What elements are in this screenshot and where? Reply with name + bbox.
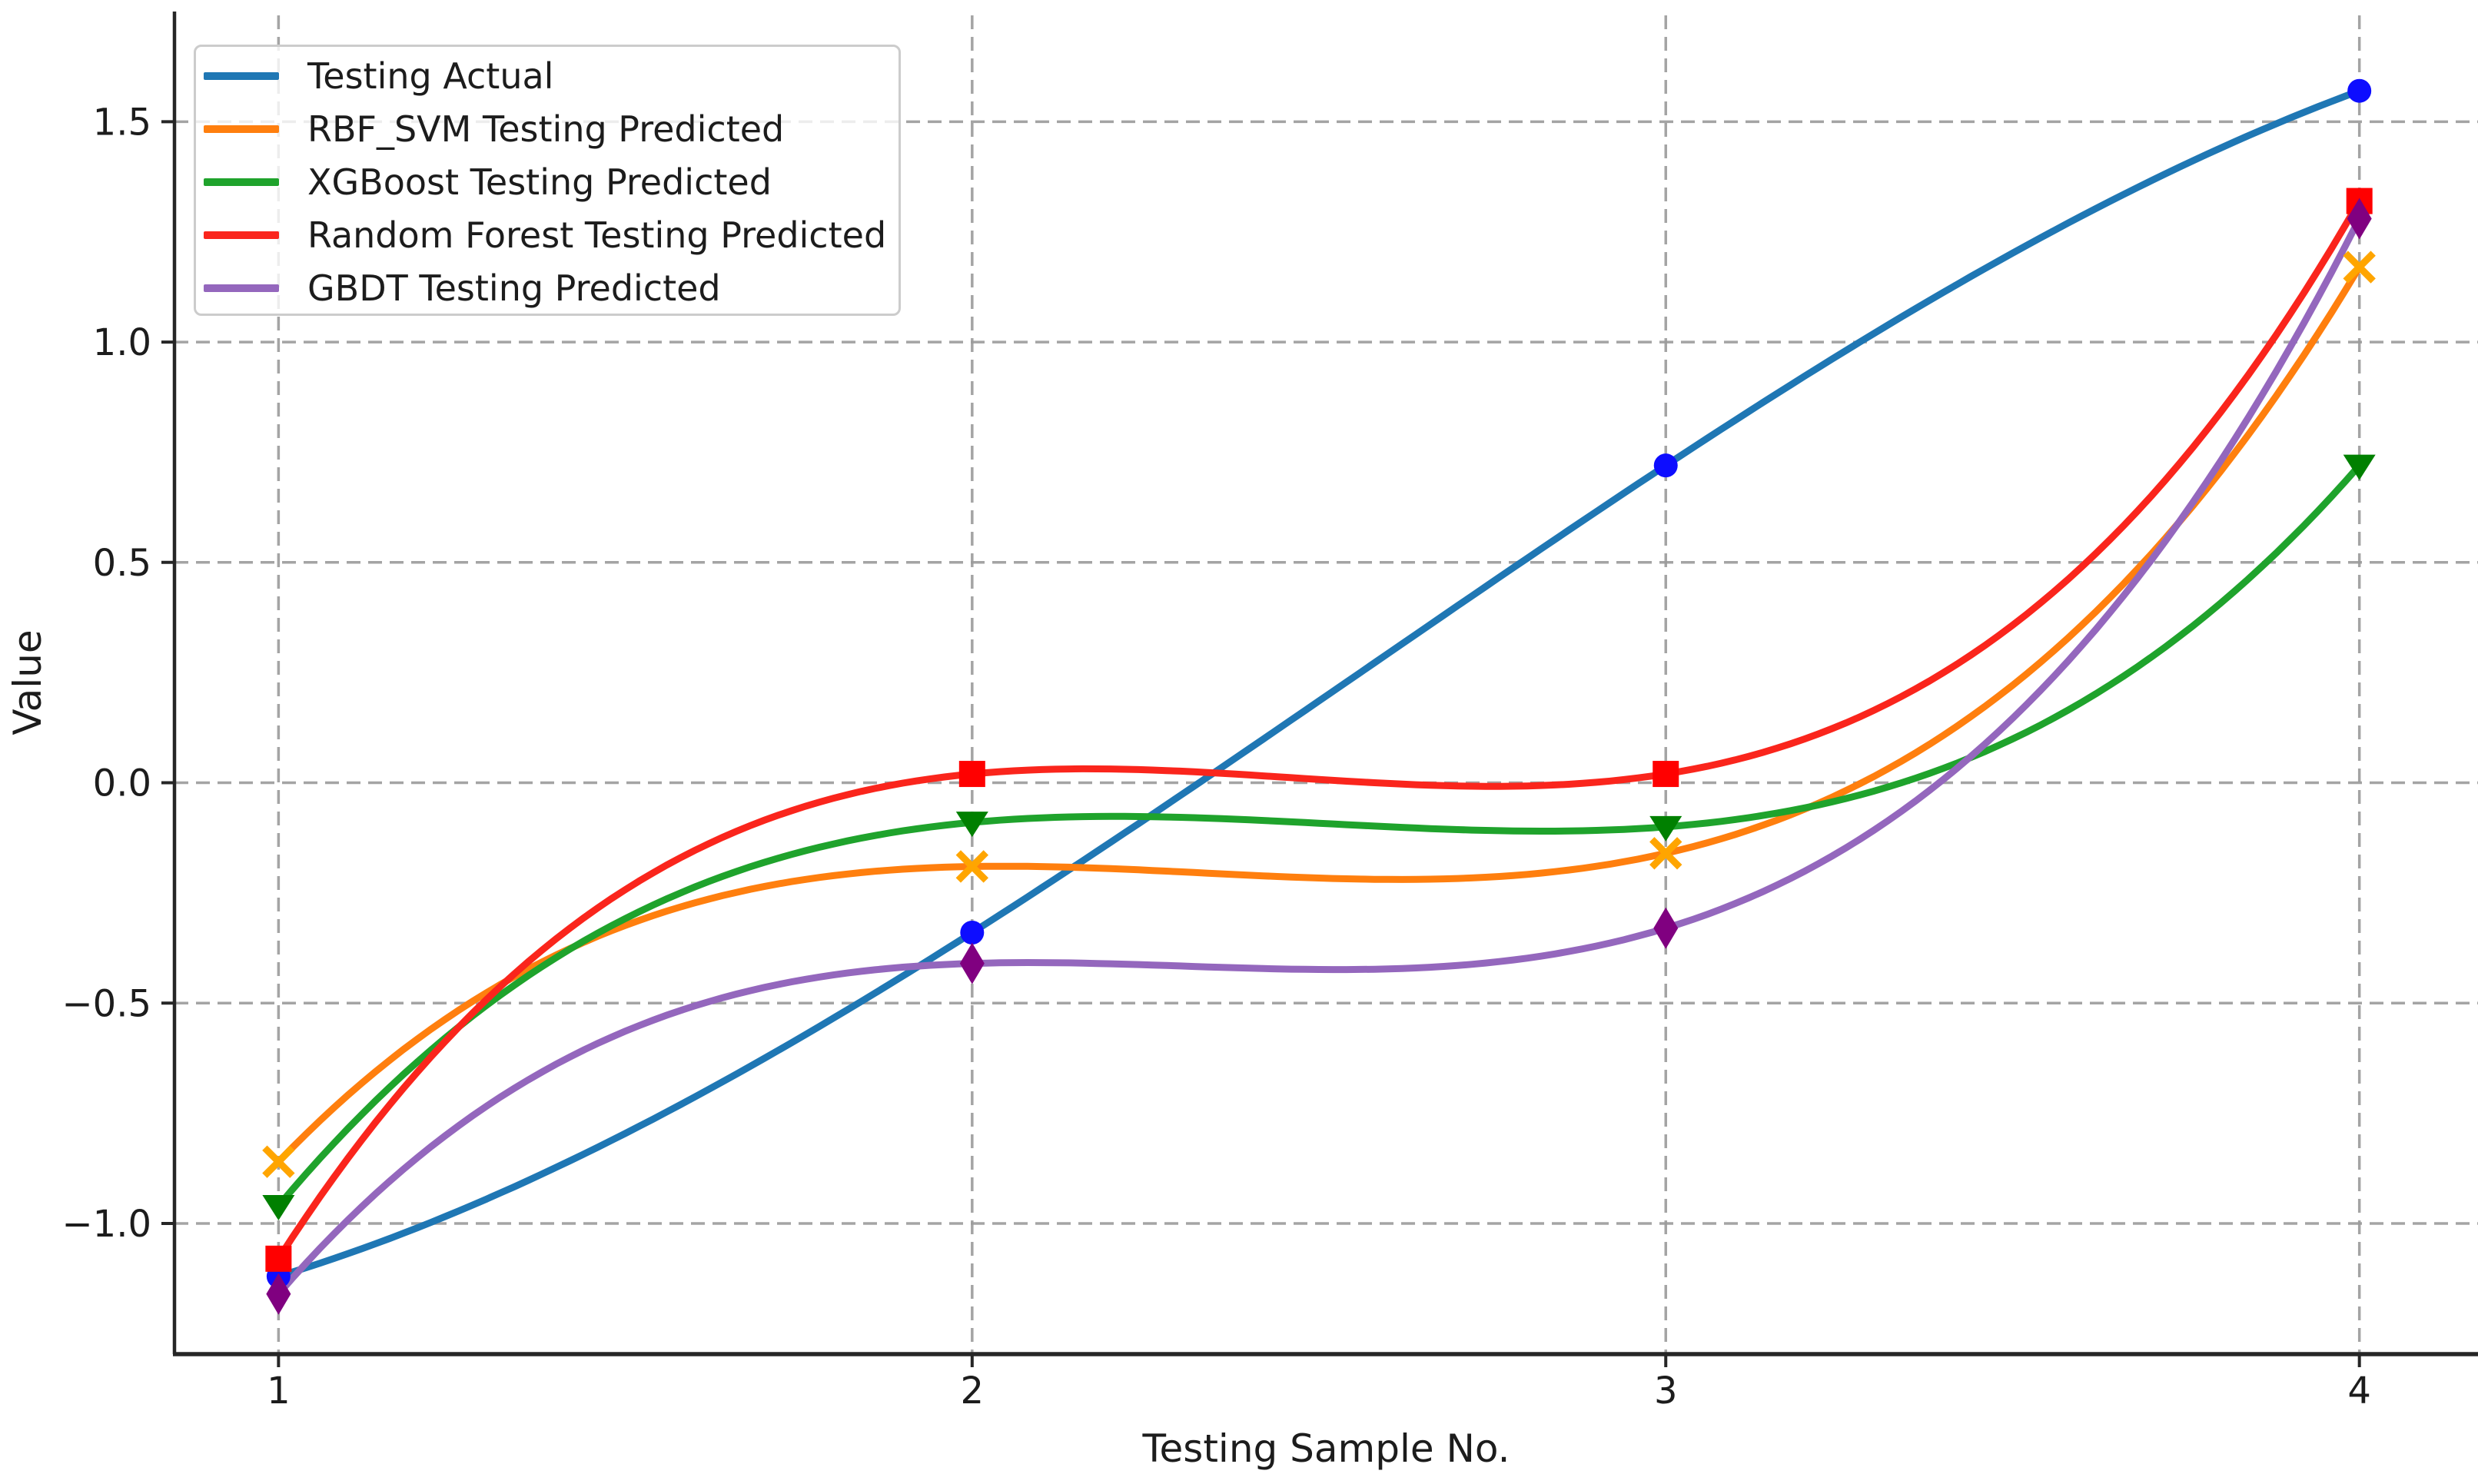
series-line-diamond [274, 215, 2363, 1298]
series-line-square [274, 198, 2363, 1263]
x-tick-label: 1 [267, 1369, 291, 1413]
legend-label: Testing Actual [307, 55, 554, 97]
marker-diamond [2347, 198, 2372, 240]
legend-line-swatch [204, 124, 279, 133]
legend-label: XGBoost Testing Predicted [307, 161, 772, 203]
legend-line-swatch [204, 71, 279, 80]
x-tick-label: 3 [1654, 1369, 1678, 1413]
y-tick-label: −0.5 [61, 982, 151, 1025]
marker-square [265, 1245, 292, 1272]
marker-triangle-down [262, 1195, 295, 1221]
y-tick-label: 0.5 [93, 542, 151, 585]
legend-item: RBF_SVM Testing Predicted [204, 102, 899, 155]
legend-item: Testing Actual [204, 49, 899, 102]
x-axis-label: Testing Sample No. [1142, 1426, 1510, 1471]
y-tick-label: 0.0 [93, 762, 151, 805]
x-tick-label: 4 [2347, 1369, 2371, 1413]
marker-circle [960, 920, 985, 945]
legend-label: RBF_SVM Testing Predicted [307, 108, 785, 150]
legend-label: GBDT Testing Predicted [307, 267, 721, 309]
x-tick-label: 2 [961, 1369, 985, 1413]
legend-line-swatch [204, 284, 279, 292]
marker-x [2343, 251, 2376, 284]
legend-line-swatch [204, 231, 279, 239]
marker-x [262, 1145, 295, 1178]
legend-line-swatch [204, 178, 279, 186]
marker-circle [1653, 453, 1678, 478]
y-tick-label: 1.5 [93, 101, 151, 144]
y-axis-label: Value [5, 629, 50, 735]
legend-item: Random Forest Testing Predicted [204, 208, 899, 261]
series-line-x [274, 264, 2363, 1166]
marker-diamond [266, 1273, 291, 1315]
marker-triangle-down [1649, 815, 1682, 842]
marker-x [1649, 837, 1682, 870]
legend-item: XGBoost Testing Predicted [204, 155, 899, 208]
series-line-circle [274, 87, 2363, 1280]
marker-triangle-down [2343, 454, 2376, 480]
marker-circle [2347, 78, 2372, 103]
marker-diamond [959, 942, 985, 984]
legend-item: GBDT Testing Predicted [204, 261, 899, 314]
legend-label: Random Forest Testing Predicted [307, 214, 887, 256]
series-line-triangle-down [274, 462, 2363, 1210]
marker-triangle-down [955, 812, 988, 838]
marker-square [1653, 761, 1679, 788]
legend: Testing Actual RBF_SVM Testing Predicted X… [194, 45, 901, 316]
marker-diamond [1653, 907, 1679, 949]
marker-x [955, 850, 988, 883]
marker-square [958, 761, 985, 788]
y-tick-label: 1.0 [93, 321, 151, 364]
y-tick-label: −1.0 [61, 1203, 151, 1246]
